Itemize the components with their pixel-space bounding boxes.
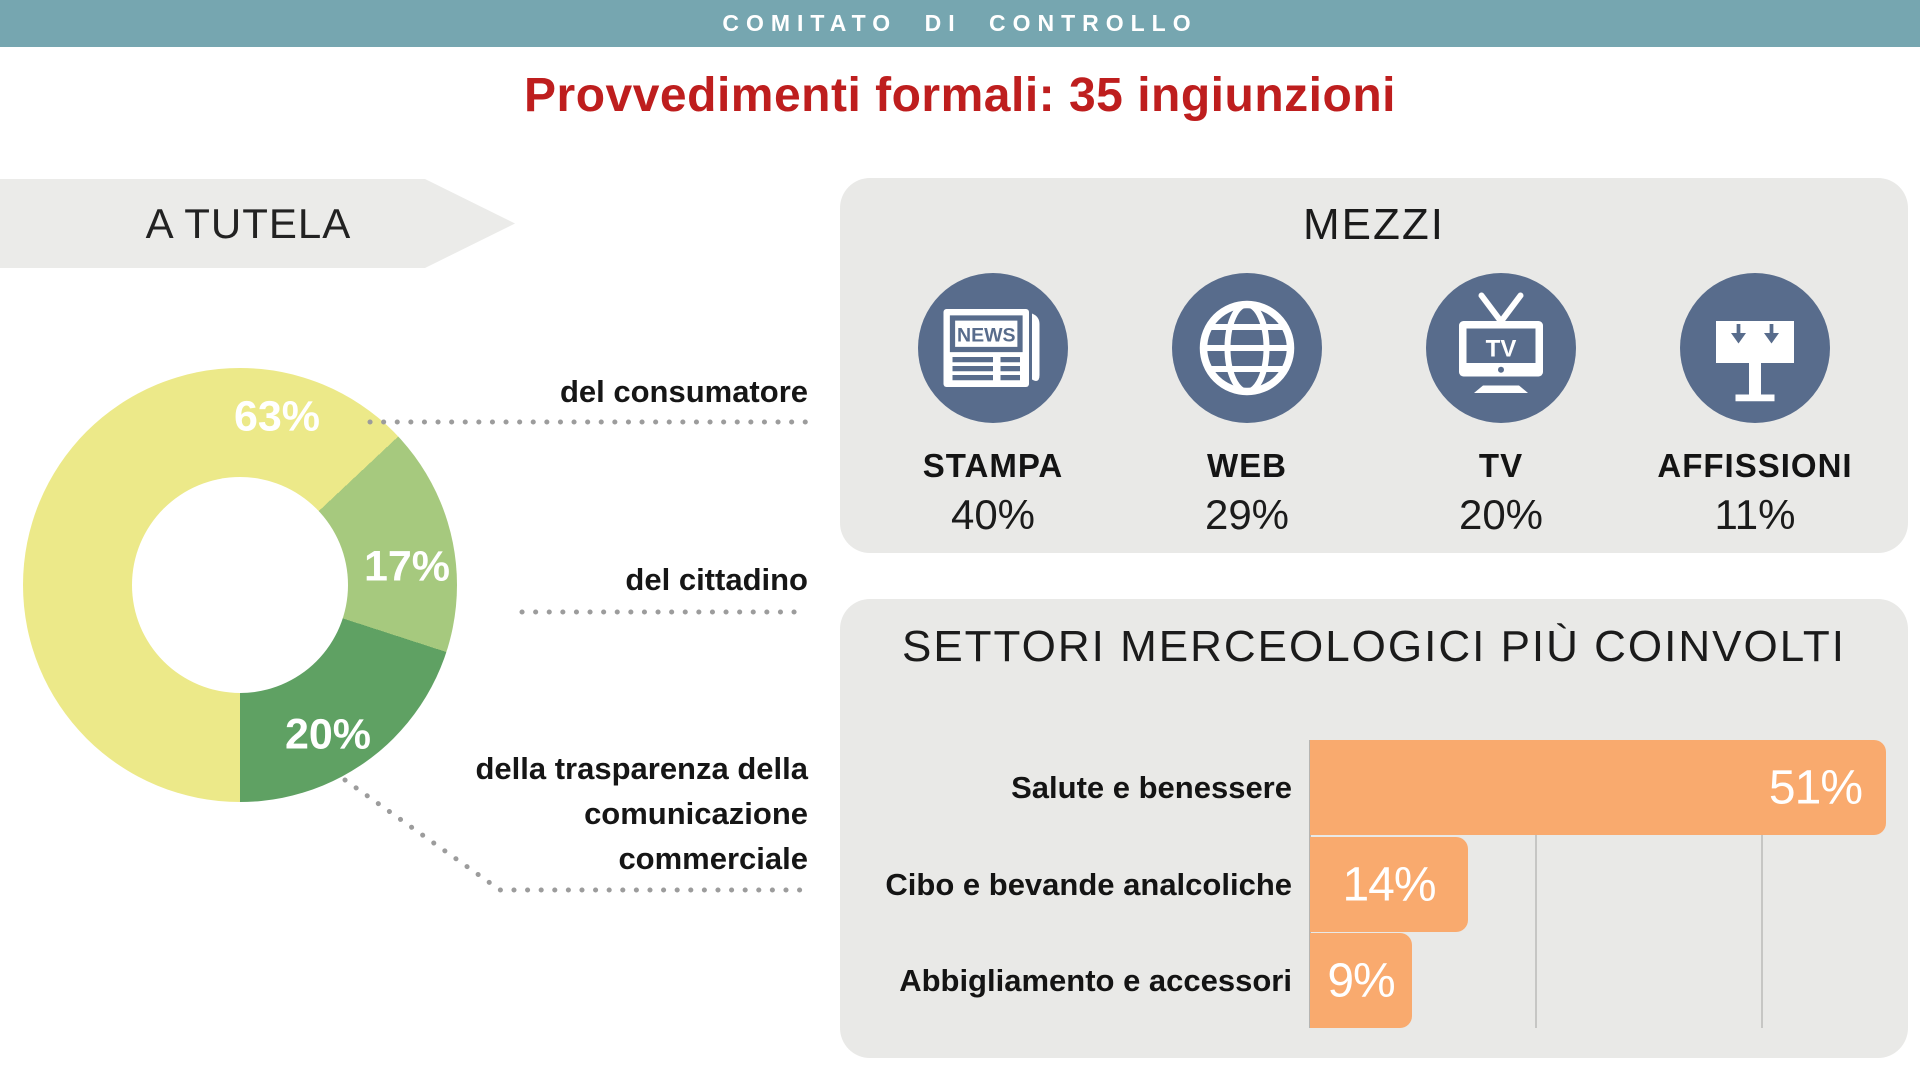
label-trasparenza-line1: della trasparenza della — [475, 751, 808, 786]
bar-value-salute: 51% — [1768, 761, 1863, 814]
mezzi-items-row: NEWS STAMPA 40% — [866, 273, 1882, 539]
mezzi-pct-affissioni: 11% — [1714, 491, 1796, 538]
globe-icon — [1172, 273, 1322, 423]
mezzi-item-stampa: NEWS STAMPA 40% — [866, 273, 1120, 539]
page-title: Provvedimenti formali: 35 ingiunzioni — [524, 69, 1396, 122]
mezzi-item-web: WEB 29% — [1120, 273, 1374, 539]
bar-value-cibo: 14% — [1342, 858, 1436, 911]
tutela-arrow-banner — [0, 179, 515, 268]
mezzi-item-affissioni: AFFISSIONI 11% — [1628, 273, 1882, 539]
bar-abbigliamento: 9% — [1310, 933, 1412, 1028]
mezzi-panel: MEZZI NEWS — [840, 178, 1908, 553]
tutela-donut-hole — [132, 477, 348, 693]
mezzi-label-affissioni: AFFISSIONI — [1657, 447, 1853, 484]
bar-label-cibo: Cibo e bevande analcoliche — [885, 867, 1292, 902]
bar-chart-gridline-20 — [1535, 740, 1537, 1028]
label-trasparenza-line2: comunicazione — [584, 796, 808, 831]
mezzi-pct-stampa: 40% — [950, 491, 1036, 538]
mezzi-label-stampa: STAMPA — [922, 447, 1064, 484]
donut-slice-pct-consumatore: 63% — [233, 392, 321, 441]
mezzi-pct-tv: 20% — [1458, 491, 1544, 538]
donut-slice-pct-trasparenza: 20% — [284, 710, 372, 759]
label-trasparenza-line3: commerciale — [618, 841, 808, 876]
mezzi-label-tv: TV — [1478, 447, 1524, 484]
bar-value-abbigliamento: 9% — [1327, 954, 1395, 1007]
mezzi-item-tv: TV TV 20% — [1374, 273, 1628, 539]
mezzi-label-web: WEB — [1207, 447, 1287, 484]
header-title: COMITATO DI CONTROLLO — [722, 10, 1198, 36]
header-bar: COMITATO DI CONTROLLO — [0, 0, 1920, 47]
bar-label-salute: Salute e benessere — [1011, 770, 1292, 805]
settori-panel: SETTORI MERCEOLOGICI PIÙ COINVOLTI Salut… — [840, 599, 1908, 1058]
donut-slice-pct-cittadino: 17% — [363, 542, 451, 591]
newspaper-icon: NEWS — [918, 273, 1068, 423]
label-della-trasparenza: della trasparenza della comunicazione co… — [475, 746, 808, 881]
bar-salute: 51% — [1310, 740, 1886, 835]
tutela-banner-label: A TUTELA — [145, 200, 352, 247]
mezzi-pct-web: 29% — [1204, 491, 1290, 538]
bar-chart-gridline-40 — [1761, 740, 1763, 1028]
svg-text:NEWS: NEWS — [957, 324, 1016, 346]
bar-label-abbigliamento: Abbigliamento e accessori — [899, 963, 1292, 998]
bar-cibo: 14% — [1310, 837, 1468, 932]
settori-title: SETTORI MERCEOLOGICI PIÙ COINVOLTI — [901, 622, 1847, 671]
tv-icon: TV — [1426, 273, 1576, 423]
label-del-consumatore: del consumatore — [559, 374, 808, 409]
mezzi-title: MEZZI — [1303, 200, 1445, 249]
label-del-cittadino: del cittadino — [625, 562, 808, 597]
svg-text:TV: TV — [1486, 335, 1517, 362]
billboard-icon — [1680, 273, 1830, 423]
